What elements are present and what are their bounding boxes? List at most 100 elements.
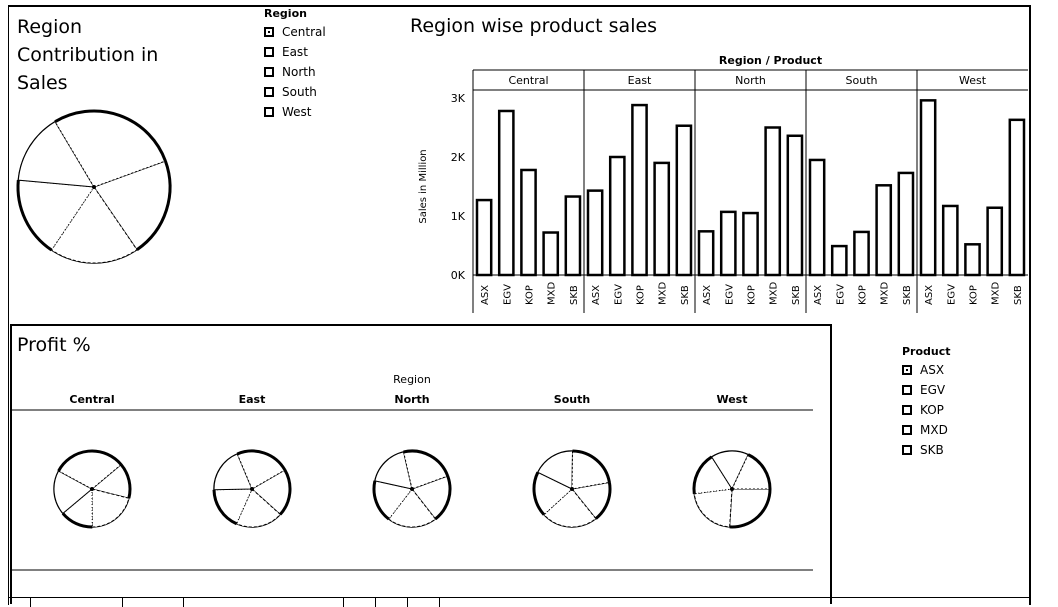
profit-pie-central-slice-mxd[interactable] (53, 470, 93, 515)
profit-pie-west-rim-asx (729, 488, 772, 529)
product-legend-checkbox[interactable] (902, 445, 912, 455)
region-pie-slice-south[interactable] (17, 121, 95, 188)
sales-bar-east-mxd[interactable] (653, 161, 671, 277)
sales-ytick-label: 1K (451, 210, 466, 223)
region-pie-chart (16, 109, 172, 264)
sales-bar-east-kop[interactable] (631, 103, 648, 277)
profit-pie-west-slice-egv[interactable] (693, 488, 733, 528)
sales-bar-chart: Region / Product 0K 1K 2K 3K Sales in Million… (418, 54, 1028, 313)
sales-bar-central-mxd[interactable] (542, 231, 560, 277)
region-pie-slice-north[interactable] (17, 179, 95, 251)
sales-bar-central-asx[interactable] (475, 198, 493, 277)
profit-header-label: Region (393, 373, 431, 386)
sales-bar-west-mxd[interactable] (986, 206, 1004, 277)
profit-pie-central-slice-skb[interactable] (57, 450, 122, 490)
sales-bar-west-kop[interactable] (964, 243, 981, 277)
product-legend-item-skb[interactable]: SKB (902, 440, 951, 460)
profit-pie-north-slice-kop[interactable] (373, 480, 413, 520)
product-legend-item-mxd[interactable]: MXD (902, 420, 951, 440)
sales-bar-south-asx[interactable] (808, 158, 826, 277)
profit-pie-north-rim-skb (403, 449, 450, 477)
sales-bar-south-skb[interactable] (897, 171, 915, 277)
region-pie-rim-central (136, 160, 172, 251)
profit-pie-east-center (250, 487, 254, 491)
region-legend-item-east[interactable]: East (264, 42, 326, 62)
sales-bar-north-egv[interactable] (719, 210, 737, 277)
region-legend-checkbox[interactable] (264, 87, 274, 97)
frame-left (8, 5, 9, 605)
profit-pie-south-slice-egv[interactable] (543, 488, 597, 528)
sales-bar-north-skb[interactable] (786, 134, 804, 277)
profit-pie-east-rim-asx (279, 469, 292, 516)
region-legend-checkbox[interactable] (264, 67, 274, 77)
profit-pie-north-slice-mxd[interactable] (374, 451, 413, 490)
region-legend-item-north[interactable]: North (264, 62, 326, 82)
product-legend-checkbox[interactable] (902, 405, 912, 415)
profit-pie-east-slice-kop[interactable] (213, 488, 253, 525)
sales-bar-central-kop[interactable] (520, 168, 537, 277)
sales-bar-north-asx[interactable] (697, 230, 715, 277)
region-pie-title-line-3: Sales (17, 72, 68, 94)
profit-pie-south-slice-mxd[interactable] (537, 450, 574, 490)
product-legend: Product ASX EGV KOP MXD SKB (902, 345, 951, 460)
bottom-strip-divider-7 (439, 598, 440, 607)
region-legend-item-south[interactable]: South (264, 82, 326, 102)
region-pie-rim-west (54, 109, 167, 162)
sales-xtick-label: ASX (702, 285, 713, 305)
product-legend-item-egv[interactable]: EGV (902, 380, 951, 400)
profit-pie-west-slice-mxd[interactable] (710, 450, 749, 491)
product-legend-item-asx[interactable]: ASX (902, 360, 951, 380)
sales-bar-north-mxd[interactable] (764, 126, 782, 277)
sales-bar-west-egv[interactable] (941, 204, 959, 277)
profit-pie-east-slice-egv[interactable] (235, 488, 281, 528)
sales-xtick-label: ASX (924, 285, 935, 305)
region-legend-label: Central (282, 25, 326, 39)
sales-group-label-north: North (735, 74, 766, 87)
sales-bar-east-egv[interactable] (608, 155, 626, 277)
sales-bar-east-asx[interactable] (586, 189, 604, 277)
sales-xtick-label: KOP (747, 285, 758, 305)
bottom-strip-divider-5 (375, 598, 376, 607)
sales-bar-west-asx[interactable] (919, 99, 937, 277)
sales-bar-south-egv[interactable] (830, 244, 848, 277)
bottom-strip-divider-3 (183, 598, 184, 607)
region-legend-checkbox[interactable] (264, 107, 274, 117)
region-legend-item-central[interactable]: Central (264, 22, 326, 42)
profit-pie-central-slice-egv[interactable] (91, 488, 130, 528)
product-legend-checkbox[interactable] (902, 365, 912, 375)
sales-bar-south-kop[interactable] (853, 230, 870, 277)
sales-xtick-label: SKB (902, 285, 913, 305)
profit-pie-east-slice-mxd[interactable] (213, 453, 253, 491)
profit-pie-north-center (410, 487, 414, 491)
sales-bar-east-skb[interactable] (675, 124, 693, 277)
sales-bar-central-egv[interactable] (497, 109, 515, 277)
profit-pies: Region Central East North South West (10, 373, 813, 571)
sales-bar-north-kop[interactable] (742, 211, 759, 277)
sales-group-label-east: East (628, 74, 652, 87)
profit-pie-south-rim-kop (532, 471, 546, 516)
sales-xtick-label: MXD (547, 282, 558, 305)
product-legend-label: EGV (920, 383, 946, 397)
sales-xtick-label: ASX (813, 285, 824, 305)
sales-bar-central-skb[interactable] (564, 195, 582, 277)
profit-pie-west-slice-skb[interactable] (731, 453, 771, 490)
sales-chart-title: Region wise product sales (410, 15, 658, 37)
profit-pie-north-slice-egv[interactable] (388, 488, 437, 528)
profit-pie-west-rim-skb (747, 453, 772, 490)
profit-pie-east-rim-kop (212, 489, 238, 526)
region-pie-center (92, 185, 96, 189)
region-legend-checkbox[interactable] (264, 27, 274, 37)
region-legend: Region Central East North South West (264, 7, 326, 122)
product-legend-checkbox[interactable] (902, 425, 912, 435)
product-legend-item-kop[interactable]: KOP (902, 400, 951, 420)
sales-xtick-label: KOP (858, 285, 869, 305)
sales-bar-west-skb[interactable] (1008, 118, 1026, 277)
region-pie-title: Region Contribution in Sales (17, 13, 217, 97)
product-legend-checkbox[interactable] (902, 385, 912, 395)
region-legend-checkbox[interactable] (264, 47, 274, 57)
region-legend-item-west[interactable]: West (264, 102, 326, 122)
sales-bar-south-mxd[interactable] (875, 184, 893, 277)
profit-region-label-north: North (394, 393, 429, 406)
frame-bottom (8, 597, 1030, 598)
region-pie-slice-east[interactable] (50, 186, 138, 264)
